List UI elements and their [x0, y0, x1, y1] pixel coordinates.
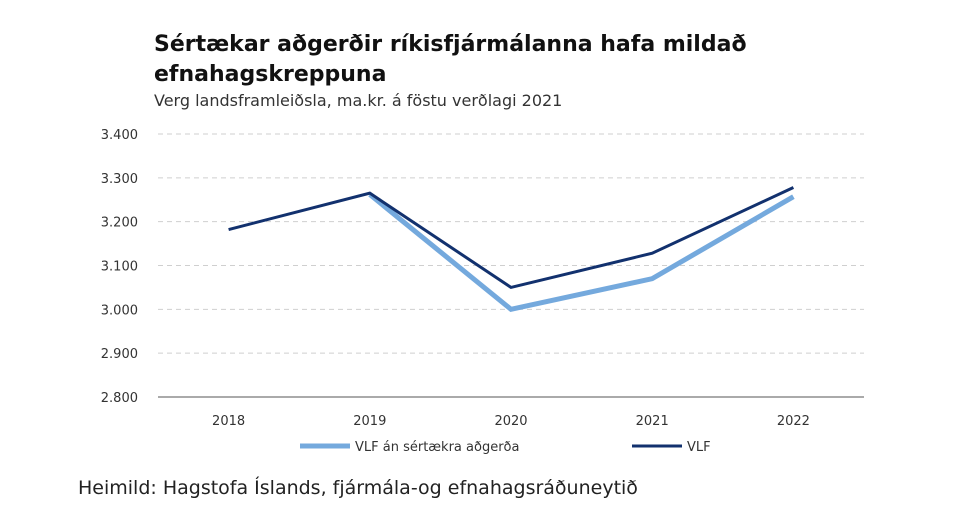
line-chart: 2.800 2.900 3.000 3.100 3.200 3.300 3.400 2018… [101, 128, 864, 455]
legend: VLF án sértækra aðgerða VLF [300, 440, 711, 455]
x-tick-label: 2018 [212, 414, 245, 429]
x-tick-label: 2020 [494, 414, 527, 429]
source-note: Heimild: Hagstofa Íslands, fjármála-og e… [78, 477, 638, 499]
x-tick-label: 2019 [353, 414, 386, 429]
legend-label: VLF [687, 440, 711, 455]
x-tick-label: 2022 [777, 414, 810, 429]
chart-subtitle: Verg landsframleiðsla, ma.kr. á föstu ve… [154, 91, 563, 110]
legend-label: VLF án sértækra aðgerða [355, 440, 519, 455]
series-lines [228, 186, 795, 313]
y-tick-label: 3.200 [101, 216, 138, 231]
y-tick-label: 2.800 [101, 391, 138, 406]
series-line-1 [368, 192, 795, 313]
gridlines [158, 133, 864, 354]
y-tick-label: 3.000 [101, 303, 138, 318]
y-tick-label: 3.300 [101, 172, 138, 187]
x-axis-tick-labels: 2018 2019 2020 2021 2022 [212, 414, 810, 429]
y-axis-tick-labels: 2.800 2.900 3.000 3.100 3.200 3.300 3.400 [101, 128, 138, 406]
y-tick-label: 3.400 [101, 128, 138, 143]
y-tick-label: 3.100 [101, 260, 138, 275]
y-tick-label: 2.900 [101, 347, 138, 362]
chart-title: Sértækar aðgerðir ríkisfjármálanna hafa … [154, 32, 747, 87]
series-line-2 [228, 186, 795, 290]
x-tick-label: 2021 [636, 414, 669, 429]
